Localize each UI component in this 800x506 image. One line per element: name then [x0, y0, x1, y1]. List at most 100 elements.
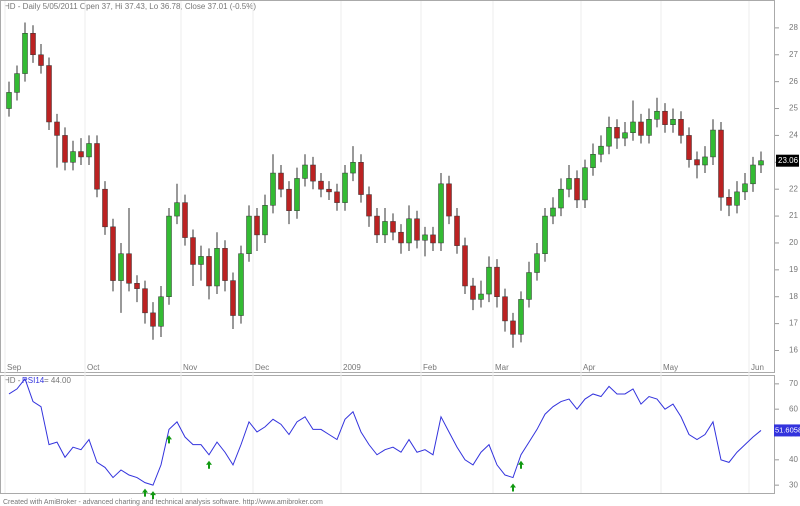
- buy-arrow: [142, 488, 148, 497]
- candle-body: [726, 197, 732, 206]
- candle-body: [710, 129, 716, 158]
- buy-arrow: [150, 491, 156, 500]
- y-tick-label: 40: [789, 455, 798, 464]
- candle-body: [494, 266, 500, 297]
- candle-body: [406, 218, 412, 244]
- y-tick-label: 17: [789, 319, 798, 328]
- candle-body: [502, 296, 508, 322]
- candle-body: [542, 215, 548, 254]
- y-tick-label: 70: [789, 379, 798, 388]
- candle-body: [398, 231, 404, 244]
- candle-body: [630, 121, 636, 133]
- buy-arrow: [510, 483, 516, 492]
- candle-body: [614, 127, 620, 139]
- x-tick-label: May: [663, 363, 678, 372]
- candle-body: [30, 33, 36, 56]
- candle-body: [54, 121, 60, 136]
- y-tick-label: 24: [789, 131, 798, 140]
- candle-body: [550, 207, 556, 217]
- candle-body: [358, 162, 364, 195]
- candle-body: [486, 266, 492, 295]
- candle-body: [286, 188, 292, 211]
- candle-body: [366, 194, 372, 217]
- y-tick-label: 16: [789, 346, 798, 355]
- y-tick-label: 30: [789, 480, 798, 489]
- candle-body: [606, 127, 612, 147]
- candle-body: [422, 234, 428, 241]
- legend-entry: RSI14: [22, 376, 45, 385]
- candle-body: [686, 135, 692, 160]
- candle-body: [374, 215, 380, 236]
- candle-body: [534, 253, 540, 273]
- rsi-suffix: = 44.00: [44, 376, 71, 385]
- chart-title: HD - Daily 5/05/2011 Open 37, Hi 37.43, …: [4, 2, 256, 11]
- y-tick-label: 60: [789, 404, 798, 413]
- candle-body: [310, 164, 316, 182]
- candle-body: [78, 151, 84, 158]
- candle-body: [214, 248, 220, 287]
- candle-body: [134, 283, 140, 289]
- rsi-prefix: HD -: [4, 376, 21, 385]
- candle-body: [302, 164, 308, 179]
- candle-body: [702, 156, 708, 166]
- candle-body: [758, 160, 764, 166]
- candle-body: [598, 145, 604, 155]
- candle-body: [142, 288, 148, 314]
- candle-body: [734, 191, 740, 206]
- candle-body: [294, 178, 300, 211]
- candle-body: [238, 253, 244, 316]
- candle-body: [526, 272, 532, 300]
- price-panel: [0, 0, 775, 373]
- rsi-panel: [0, 375, 775, 494]
- x-tick-label: Apr: [583, 363, 596, 372]
- candle-body: [638, 121, 644, 136]
- candle-body: [462, 245, 468, 287]
- candle-body: [694, 159, 700, 166]
- candle-body: [94, 143, 100, 190]
- last-value: 23.06: [778, 156, 799, 165]
- candle-body: [102, 188, 108, 228]
- candle-body: [446, 183, 452, 217]
- candle-body: [326, 188, 332, 193]
- candle-body: [278, 172, 284, 190]
- candle-body: [582, 167, 588, 201]
- candle-body: [110, 226, 116, 281]
- value-box: [774, 424, 800, 437]
- y-tick-label: 22: [789, 184, 798, 193]
- candle-body: [646, 119, 652, 136]
- candle-body: [70, 151, 76, 163]
- x-tick-label: Sep: [7, 363, 22, 372]
- candle-body: [230, 280, 236, 316]
- candle-body: [478, 293, 484, 300]
- buy-arrow: [206, 460, 212, 469]
- y-tick-label: 25: [789, 104, 798, 113]
- candle-body: [254, 215, 260, 236]
- candle-body: [574, 178, 580, 201]
- candle-body: [262, 205, 268, 236]
- candle-body: [662, 110, 668, 125]
- buy-arrow: [166, 435, 172, 444]
- candle-body: [86, 143, 92, 158]
- x-tick-label: Dec: [255, 363, 269, 372]
- x-tick-label: Feb: [423, 363, 437, 372]
- candle-body: [438, 183, 444, 244]
- candle-body: [654, 110, 660, 120]
- candle-body: [510, 320, 516, 335]
- candle-body: [742, 183, 748, 193]
- candle-body: [454, 215, 460, 246]
- buy-arrow: [518, 460, 524, 469]
- candle-body: [382, 221, 388, 236]
- candle-body: [182, 202, 188, 238]
- candle-body: [470, 285, 476, 300]
- x-tick-label: Nov: [183, 363, 197, 372]
- candle-body: [414, 218, 420, 241]
- candle-body: [38, 54, 44, 66]
- candle-body: [270, 172, 276, 206]
- candle-body: [350, 162, 356, 174]
- candle-body: [198, 256, 204, 265]
- candle-body: [342, 172, 348, 203]
- candle-body: [718, 129, 724, 198]
- candle-body: [430, 234, 436, 244]
- candle-body: [750, 164, 756, 185]
